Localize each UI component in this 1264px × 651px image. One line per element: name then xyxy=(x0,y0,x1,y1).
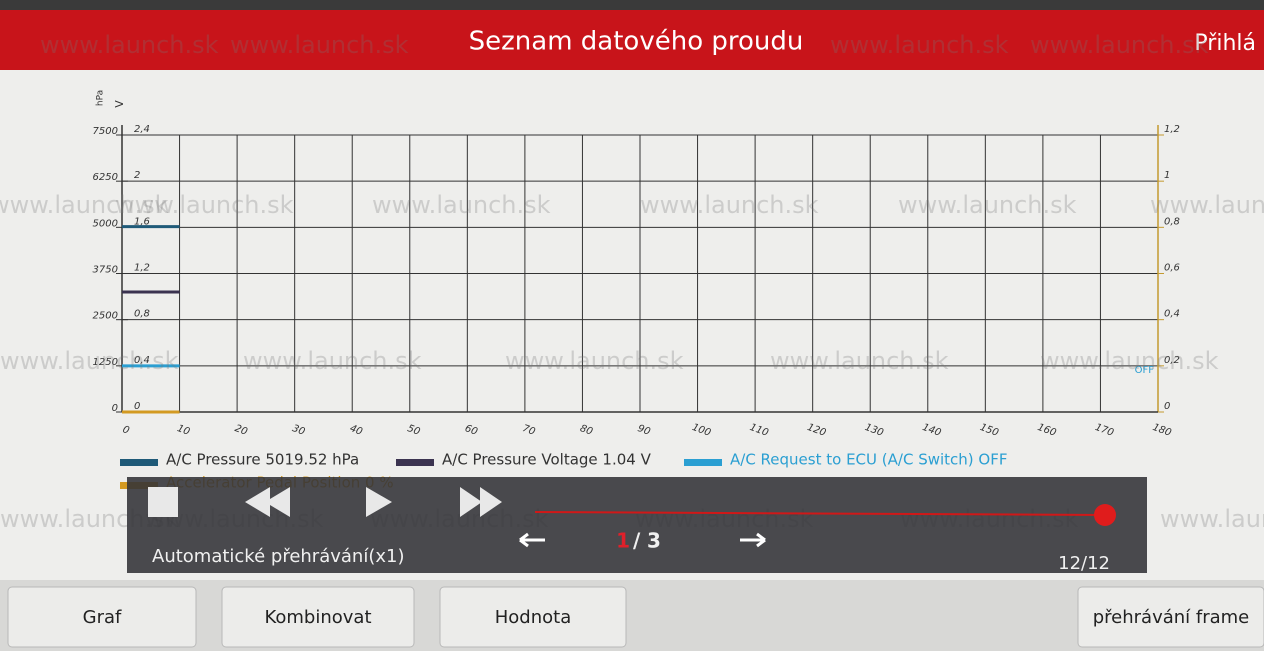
y2-tick-label: 1,2 xyxy=(134,263,150,274)
y2-tick-label: 0 xyxy=(134,401,140,412)
watermark: www.launch.sk xyxy=(898,191,1077,219)
legend-swatch xyxy=(120,459,158,466)
legend-swatch xyxy=(684,459,722,466)
tab-button-label: Graf xyxy=(83,607,122,628)
watermark: www.launch.sk xyxy=(1030,31,1209,59)
tab-button-label: přehrávání frame xyxy=(1093,607,1250,628)
page: Seznam datového proudu Přihlá hPaV010203… xyxy=(0,0,1264,651)
watermark: www.launch.sk xyxy=(830,31,1009,59)
page-current: 1 xyxy=(616,529,630,553)
stop-button[interactable] xyxy=(148,487,178,517)
y3-tick-label: 0 xyxy=(1164,401,1170,412)
y-tick-label: 6250 xyxy=(93,172,118,183)
y-tick-label: 5000 xyxy=(93,218,118,229)
progress-handle[interactable] xyxy=(1094,504,1116,526)
y2-tick-label: 0,8 xyxy=(134,309,150,320)
header-title: Seznam datového proudu xyxy=(469,27,804,57)
watermark: www.launch.sk xyxy=(230,31,409,59)
watermark: www.launch.sk xyxy=(640,191,819,219)
top-edge xyxy=(0,0,1264,10)
tab-button-label: Hodnota xyxy=(495,607,571,628)
frame-counter: 12/12 xyxy=(1058,553,1110,574)
legend-swatch xyxy=(396,459,434,466)
y3-tick-label: 1,2 xyxy=(1164,124,1180,135)
playback-mode: Automatické přehrávání(x1) xyxy=(152,546,404,567)
watermark: www.launch.sk xyxy=(505,347,684,375)
y2-tick-label: 2 xyxy=(134,170,140,181)
y3-tick-label: 1 xyxy=(1164,170,1170,181)
y-tick-label: 2500 xyxy=(93,311,118,322)
y3-tick-label: 0,4 xyxy=(1164,309,1180,320)
watermark: www.launch.sk xyxy=(1040,347,1219,375)
y-tick-label: 3750 xyxy=(93,265,118,276)
y-tick-label: 7500 xyxy=(93,126,118,137)
legend-label: A/C Request to ECU (A/C Switch) OFF xyxy=(730,451,1007,469)
y3-tick-label: 0,6 xyxy=(1164,263,1180,274)
page-separator: / xyxy=(633,529,641,553)
legend-label: A/C Pressure 5019.52 hPa xyxy=(166,451,359,469)
watermark: www.launch.sk xyxy=(372,191,551,219)
y2-axis-unit: V xyxy=(113,100,126,108)
y2-tick-label: 2,4 xyxy=(134,124,150,135)
page-total: 3 xyxy=(647,529,661,553)
screen: Seznam datového proudu Přihlá hPaV010203… xyxy=(0,0,1264,651)
watermark: www.launch.sk xyxy=(1160,505,1264,533)
tab-button-label: Kombinovat xyxy=(264,607,371,628)
watermark: www.launch.sk xyxy=(0,347,179,375)
legend-label: A/C Pressure Voltage 1.04 V xyxy=(442,451,652,469)
watermark: www.launch.sk xyxy=(1150,191,1264,219)
watermark: www.launch.sk xyxy=(40,31,219,59)
y-axis-unit: hPa xyxy=(96,90,106,106)
watermark: www.launch.sk xyxy=(770,347,949,375)
watermark: www.launch.sk xyxy=(243,347,422,375)
watermark: www.launch.sk xyxy=(115,191,294,219)
